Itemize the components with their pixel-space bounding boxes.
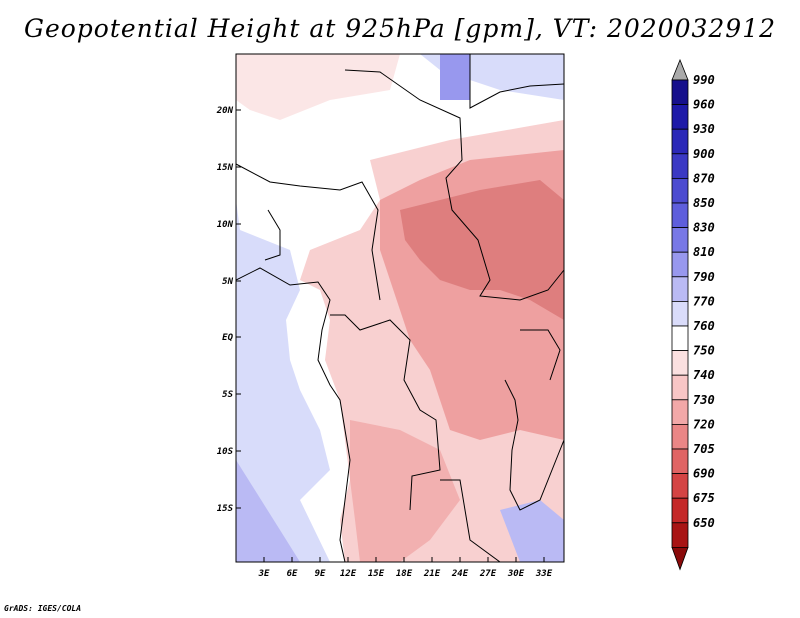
colorbar-label: 690 xyxy=(693,467,715,481)
field-south-red xyxy=(350,420,460,562)
colorbar-label: 730 xyxy=(693,393,715,407)
colorbar-swatch xyxy=(671,448,689,475)
colorbar-label: 675 xyxy=(693,491,715,505)
colorbar-swatch xyxy=(671,497,689,524)
x-tick-label: 30E xyxy=(507,569,525,579)
colorbar: 990 960 930 900 870 850 830 810 790 770 760 750 740 7… xyxy=(671,58,715,571)
colorbar-swatch xyxy=(671,276,689,302)
colorbar-swatch xyxy=(671,522,689,548)
x-tick-label: 27E xyxy=(479,569,497,579)
colorbar-swatch xyxy=(671,128,689,155)
colorbar-label: 770 xyxy=(693,294,715,308)
colorbar-label: 830 xyxy=(693,221,715,235)
chart-title: Geopotential Height at 925hPa [gpm], VT:… xyxy=(23,14,777,43)
colorbar-label: 930 xyxy=(693,122,715,136)
colorbar-swatch xyxy=(671,473,689,499)
colorbar-label: 760 xyxy=(693,319,715,333)
colorbar-label: 740 xyxy=(693,368,715,382)
colorbar-swatch xyxy=(671,202,689,229)
y-tick-label: 10S xyxy=(217,447,234,457)
y-tick-label: 15N xyxy=(217,163,234,173)
y-tick-label: 5S xyxy=(222,390,233,400)
field-se-blue xyxy=(500,500,564,562)
field-deep-red xyxy=(400,180,564,320)
colorbar-label: 870 xyxy=(693,171,715,185)
colorbar-label: 900 xyxy=(693,147,715,161)
colorbar-swatch xyxy=(671,153,689,179)
colorbar-label: 790 xyxy=(693,270,715,284)
x-tick-label: 9E xyxy=(315,569,326,579)
colorbar-label: 850 xyxy=(693,196,715,210)
colorbar-swatch xyxy=(671,177,689,204)
colorbar-swatch xyxy=(671,251,689,278)
colorbar-bottom-arrow xyxy=(671,547,689,571)
colorbar-swatch xyxy=(671,325,689,352)
colorbar-swatch xyxy=(671,79,689,106)
x-tick-label: 33E xyxy=(535,569,553,579)
x-tick-label: 3E xyxy=(258,569,270,579)
colorbar-swatch xyxy=(671,374,689,401)
height-field xyxy=(236,54,564,562)
y-tick-label: 15S xyxy=(217,504,234,514)
colorbar-label: 750 xyxy=(693,344,715,358)
colorbar-top-arrow xyxy=(671,58,689,81)
x-axis: 3E 6E 9E 12E 15E 18E 21E 24E 27E 30E 33E xyxy=(258,557,553,579)
colorbar-label: 990 xyxy=(693,73,715,87)
x-tick-label: 12E xyxy=(340,569,357,579)
colorbar-label: 705 xyxy=(693,442,715,456)
colorbar-swatch xyxy=(671,104,689,130)
y-tick-label: 5N xyxy=(222,277,233,287)
x-tick-label: 6E xyxy=(287,569,298,579)
x-tick-label: 15E xyxy=(368,569,385,579)
colorbar-swatch xyxy=(671,350,689,376)
y-tick-label: 20N xyxy=(216,106,234,116)
x-tick-label: 18E xyxy=(396,569,413,579)
y-tick-label: EQ xyxy=(222,333,233,343)
field-ne-blue xyxy=(440,54,470,100)
colorbar-label: 650 xyxy=(693,516,715,530)
field-sw-blue xyxy=(236,460,300,562)
y-axis: 20N 15N 10N 5N EQ 5S 10S 15S xyxy=(216,106,241,514)
x-tick-label: 21E xyxy=(423,569,441,579)
colorbar-label: 720 xyxy=(693,417,715,431)
y-tick-label: 10N xyxy=(217,220,234,230)
colorbar-swatch xyxy=(671,300,689,327)
colorbar-swatch xyxy=(671,399,689,425)
footer-credit: GrADS: IGES/COLA xyxy=(4,604,82,613)
colorbar-swatch xyxy=(671,227,689,253)
x-tick-label: 24E xyxy=(451,569,469,579)
colorbar-label: 810 xyxy=(693,245,715,259)
coastlines xyxy=(236,54,564,562)
map-frame xyxy=(235,53,565,563)
colorbar-swatch xyxy=(671,423,689,450)
colorbar-label: 960 xyxy=(693,98,715,112)
